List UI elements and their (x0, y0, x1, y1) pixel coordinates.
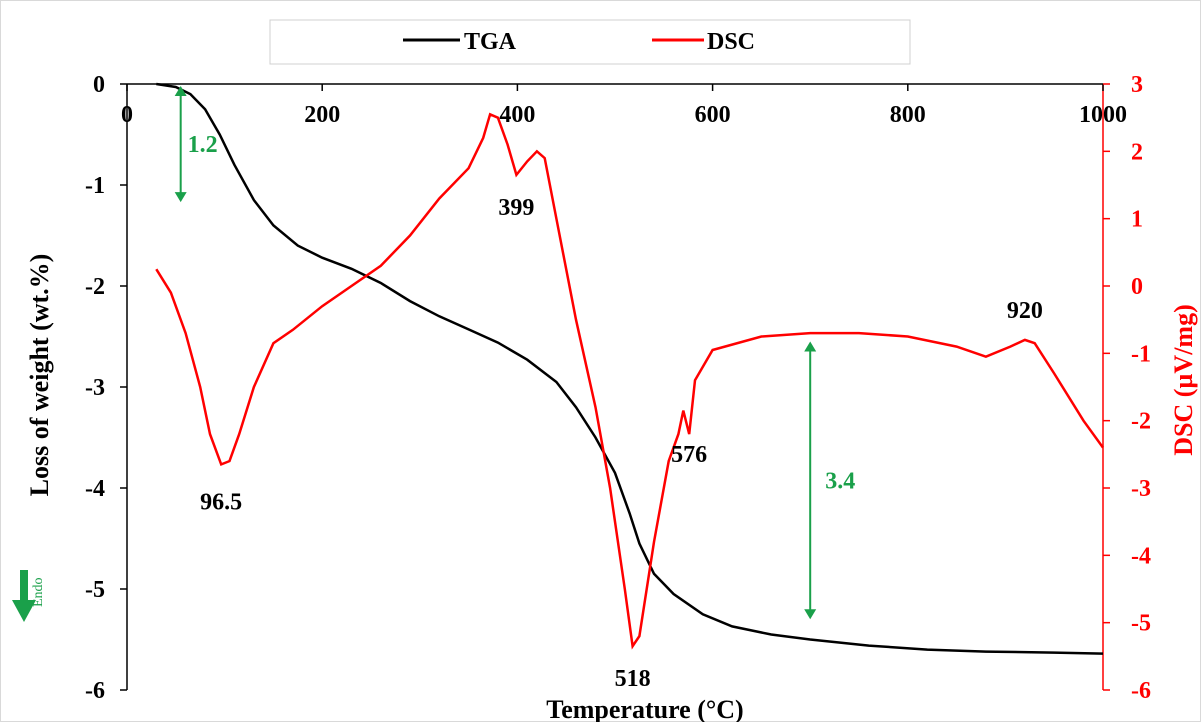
left-y-tick-label: -5 (85, 577, 105, 603)
x-tick-label: 1000 (1079, 102, 1127, 128)
x-axis-title: Temperature (°C) (546, 695, 743, 722)
left-y-tick-label: -2 (85, 274, 105, 300)
left-y-axis-title: Loss of weight (wt.%) (25, 254, 54, 497)
x-tick-label: 0 (121, 102, 133, 128)
right-y-tick-label: -5 (1131, 611, 1151, 637)
peak-label: 920 (1007, 298, 1043, 324)
x-tick-label: 200 (304, 102, 340, 128)
right-y-tick-label: -2 (1131, 409, 1151, 435)
arrow-up-icon (174, 86, 187, 97)
endo-label: Endo (31, 577, 46, 607)
legend: TGA DSC (269, 19, 911, 65)
endo-indicator: Endo (12, 570, 46, 622)
right-y-tick-label: -1 (1131, 341, 1151, 367)
left-y-tick-label: -3 (85, 375, 105, 401)
series-dsc-line (155, 112, 1105, 650)
right-y-tick-label: -3 (1131, 476, 1151, 502)
peak-label: 576 (671, 442, 707, 468)
right-y-tick-label: -4 (1131, 543, 1151, 569)
x-tick-label: 600 (695, 102, 731, 128)
right-y-tick-label: -6 (1131, 678, 1151, 704)
arrow-up-icon (804, 341, 817, 352)
weight-loss-markers: 1.2 3.4 (174, 86, 855, 620)
legend-dsc-label: DSC (707, 29, 755, 55)
right-y-tick-label: 3 (1131, 72, 1143, 98)
arrow-down-icon (804, 609, 817, 620)
arrow-down-icon (174, 192, 187, 203)
right-y-tick-label: 2 (1131, 139, 1143, 165)
axis-ticks: 0 200 400 600 800 1000 0 -1 -2 -3 -4 -5 -6 3 2 1 0 -1 -2 -3… (85, 72, 1151, 704)
legend-tga-label: TGA (464, 29, 517, 55)
x-tick-label: 400 (499, 102, 535, 128)
peak-label: 96.5 (200, 489, 242, 515)
left-y-tick-label: -1 (85, 173, 105, 199)
series-tga-line (156, 82, 1104, 655)
peak-annotations: 96.5 399 518 576 920 (200, 195, 1043, 692)
marker-label: 1.2 (188, 132, 218, 158)
left-y-tick-label: -4 (85, 476, 105, 502)
peak-label: 518 (615, 666, 651, 692)
left-y-tick-label: 0 (93, 72, 105, 98)
endo-arrow-shaft (20, 570, 28, 602)
legend-box (269, 19, 911, 65)
endo-arrow-icon (12, 600, 36, 622)
right-y-axis-title: DSC (µV/mg) (1169, 304, 1198, 455)
peak-label: 399 (498, 195, 534, 221)
right-y-tick-label: 1 (1131, 207, 1143, 233)
marker-label: 3.4 (825, 468, 855, 494)
left-y-tick-label: -6 (85, 678, 105, 704)
x-tick-label: 800 (890, 102, 926, 128)
right-y-tick-label: 0 (1131, 274, 1143, 300)
